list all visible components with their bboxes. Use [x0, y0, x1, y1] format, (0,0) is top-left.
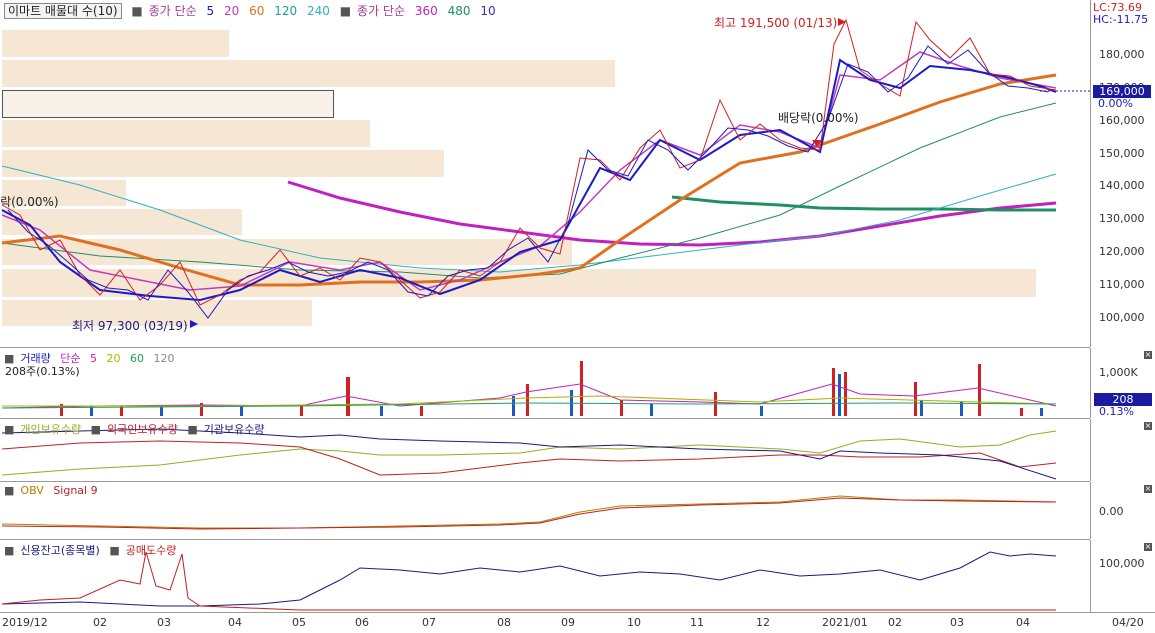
vol-ma-120[interactable]: 120	[153, 352, 175, 365]
candle-series-down	[7, 45, 1049, 319]
volume-profile-bar	[2, 60, 615, 87]
obv-signal-label[interactable]: Signal 9	[53, 484, 98, 497]
ma-period-20[interactable]: 20	[224, 4, 240, 18]
volume-profile-bar-selected[interactable]	[2, 90, 334, 118]
ma-period-5[interactable]: 5	[206, 4, 215, 18]
holdings-legend: ■ 개인보유수량 ■ 외국인보유수량 ■ 기관보유수량	[4, 423, 265, 436]
credit-legend: ■ 신용잔고(종목별) ■ 공매도수량	[4, 544, 177, 557]
date-axis: 2019/12 02 03 04 05 06 07 08 09 10 11 12…	[0, 612, 1155, 633]
low-annotation: 최저 97,300 (03/19)	[72, 319, 188, 333]
ma-360-line	[287, 180, 1057, 247]
vol-ma-20[interactable]: 20	[106, 352, 121, 365]
ma-period-10[interactable]: 10	[480, 4, 496, 18]
obv-label[interactable]: OBV	[20, 484, 44, 497]
obv-legend: ■ OBV Signal 9	[4, 484, 98, 497]
ma-period-120[interactable]: 120	[274, 4, 298, 18]
price-chart	[1, 18, 1090, 328]
volume-profile-bar	[2, 30, 229, 57]
volume-chart	[1, 361, 1057, 416]
volume-profile-bar	[2, 269, 1036, 297]
volume-legend: ■ 거래량 단순 5 20 60 120	[4, 352, 175, 365]
dividend-annotation-left: 배당락(0.00%)	[0, 195, 59, 209]
holdings-chart	[1, 428, 1057, 480]
volume-label: 거래량	[20, 352, 51, 365]
obv-axis: × 0.00	[1090, 482, 1155, 539]
ma-period-480[interactable]: 480	[447, 4, 471, 18]
ma-period-360[interactable]: 360	[414, 4, 438, 18]
credit-chart	[1, 551, 1057, 611]
current-price-box: 169,000	[1093, 85, 1151, 98]
credit-pane[interactable]: ■ 신용잔고(종목별) ■ 공매도수량	[0, 540, 1090, 612]
institution-holdings-label[interactable]: 기관보유수량	[203, 423, 265, 436]
obv-chart	[1, 495, 1057, 530]
holdings-axis: ×	[1090, 419, 1155, 481]
close-pane-icon[interactable]: ×	[1144, 542, 1152, 551]
credit-balance-label[interactable]: 신용잔고(종목별)	[20, 544, 100, 557]
credit-axis: × 100,000	[1090, 540, 1155, 612]
volume-profile-bar	[2, 300, 312, 326]
obv-pane[interactable]: ■ OBV Signal 9	[0, 482, 1090, 540]
dividend-annotation: 배당락(0.00%)	[778, 111, 859, 125]
volume-current: 208주(0.13%)	[5, 365, 80, 378]
price-legend: 이마트 매물대 수(10) ■ 종가 단순 5 20 60 120 240 ■ 종가…	[4, 2, 502, 19]
close-pane-icon[interactable]: ×	[1144, 421, 1152, 430]
ma-label: 종가 단순	[148, 4, 197, 18]
price-pane[interactable]: 이마트 매물대 수(10) ■ 종가 단순 5 20 60 120 240 ■ 종가…	[0, 0, 1090, 348]
volume-axis: × 1,000K 208 0.13%	[1090, 348, 1155, 418]
ma2-label: 종가 단순	[357, 4, 406, 18]
volume-ma-label: 단순	[60, 352, 81, 365]
vol-ma-5[interactable]: 5	[90, 352, 98, 365]
hc-label: HC:-11.75	[1093, 13, 1149, 26]
volume-profile-bar	[2, 150, 444, 177]
lc-label: LC:73.69	[1093, 1, 1143, 14]
ma-5-line	[1, 58, 1057, 302]
high-marker-arrow	[838, 18, 846, 26]
volume-box: 208	[1094, 393, 1152, 406]
individual-holdings-label[interactable]: 개인보유수량	[20, 423, 82, 436]
ma-60-line	[1, 73, 1057, 287]
close-pane-icon[interactable]: ×	[1144, 350, 1152, 359]
price-axis: LC:73.69 HC:-11.75 180,000 170,000 160,0…	[1090, 0, 1155, 347]
short-sale-label[interactable]: 공매도수량	[125, 544, 177, 557]
dividend-marker-arrow	[812, 140, 822, 147]
foreign-holdings-label[interactable]: 외국인보유수량	[107, 423, 178, 436]
chart-title[interactable]: 이마트 매물대 수(10)	[4, 3, 122, 19]
holdings-pane[interactable]: ■ 개인보유수량 ■ 외국인보유수량 ■ 기관보유수량	[0, 419, 1090, 482]
low-marker-arrow	[190, 320, 198, 328]
ma-480-line	[671, 195, 1056, 212]
high-annotation: 최고 191,500 (01/13)	[714, 16, 838, 30]
vol-ma-60[interactable]: 60	[130, 352, 145, 365]
ma-period-240[interactable]: 240	[306, 4, 330, 18]
volume-profile-bar	[2, 120, 370, 147]
ma-120-line	[1, 102, 1057, 279]
ma-240-line	[1, 165, 1057, 273]
volume-pane[interactable]: ■ 거래량 단순 5 20 60 120 208주(0.13%)	[0, 348, 1090, 419]
current-pct: 0.00%	[1098, 97, 1133, 110]
close-pane-icon[interactable]: ×	[1144, 484, 1152, 493]
ma-period-60[interactable]: 60	[249, 4, 265, 18]
